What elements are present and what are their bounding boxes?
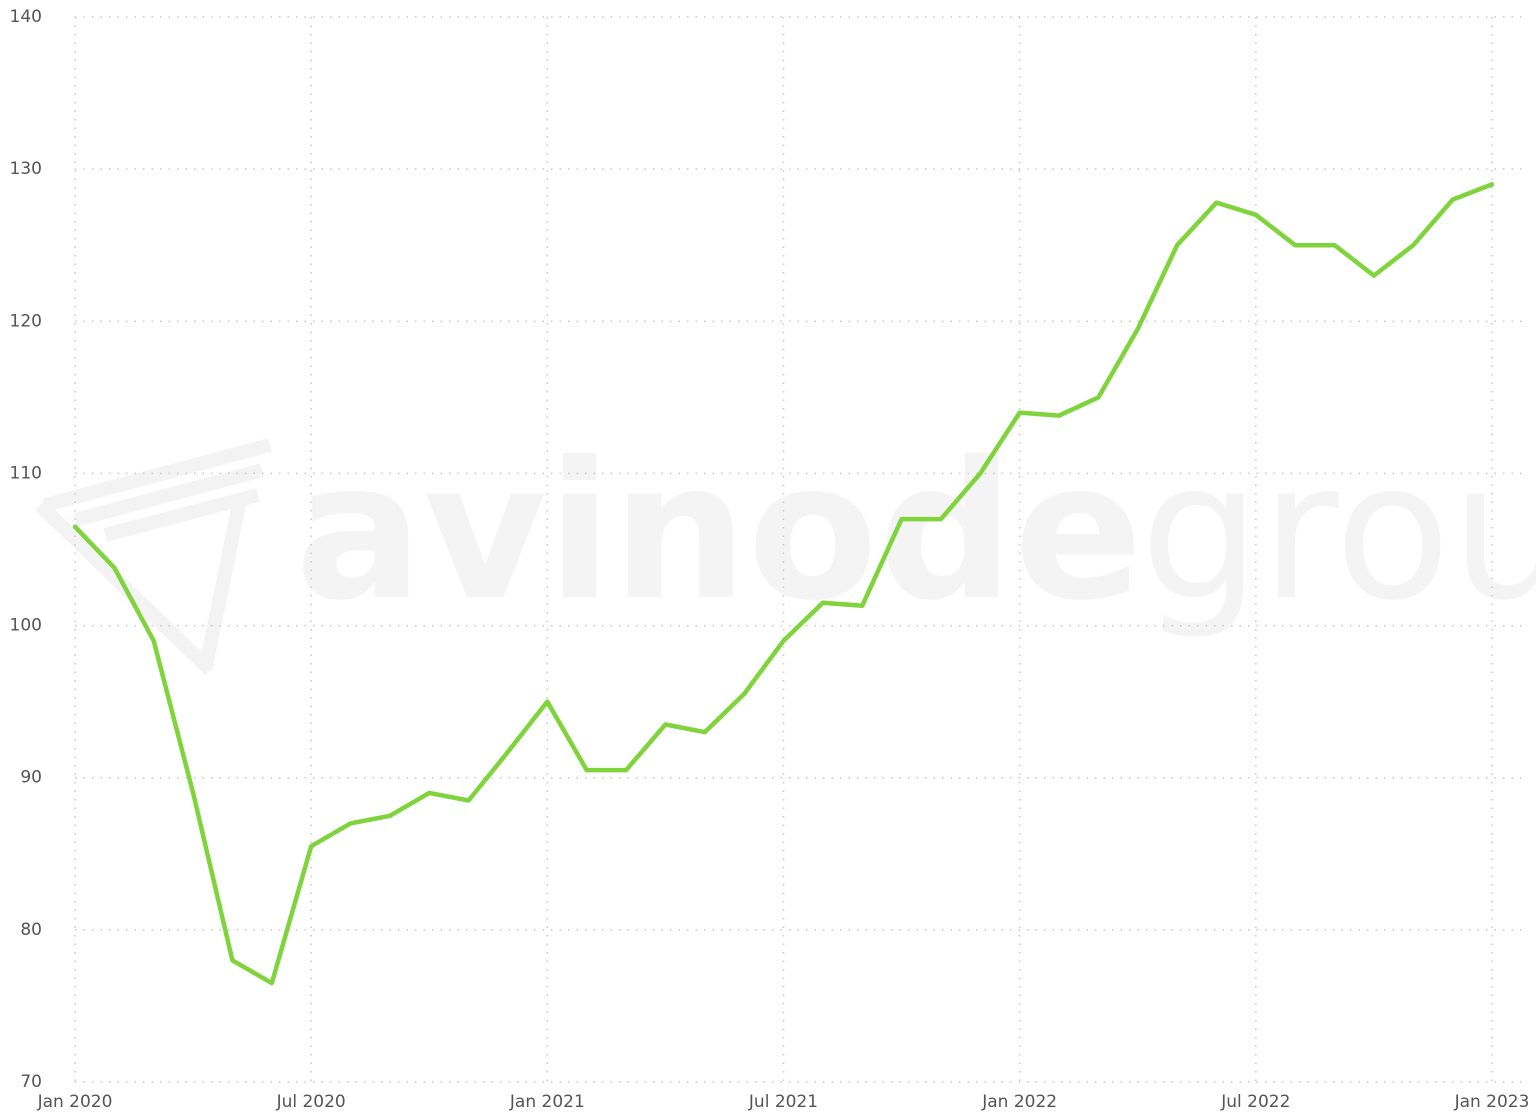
watermark-logo bbox=[35, 438, 272, 676]
y-tick-label: 80 bbox=[20, 920, 42, 940]
y-tick-label: 90 bbox=[20, 768, 42, 788]
y-tick-label: 140 bbox=[10, 7, 42, 27]
y-tick-label: 100 bbox=[10, 616, 42, 636]
x-tick-label: Jan 2021 bbox=[509, 1092, 585, 1112]
y-tick-label: 70 bbox=[20, 1072, 42, 1092]
x-tick-label: Jan 2022 bbox=[981, 1092, 1057, 1112]
y-tick-label: 130 bbox=[10, 159, 42, 179]
x-tick-label: Jan 2020 bbox=[37, 1092, 113, 1112]
watermark-brand: avinode bbox=[295, 421, 1143, 642]
watermark-suffix: group bbox=[1140, 421, 1536, 642]
y-tick-label: 110 bbox=[10, 463, 42, 483]
line-series bbox=[72, 182, 1495, 986]
x-tick-label: Jul 2020 bbox=[276, 1092, 346, 1112]
x-tick-label: Jul 2022 bbox=[1220, 1092, 1290, 1112]
y-tick-label: 120 bbox=[10, 311, 42, 331]
x-tick-label: Jan 2023 bbox=[1454, 1092, 1530, 1112]
x-tick-label: Jul 2021 bbox=[748, 1092, 818, 1112]
